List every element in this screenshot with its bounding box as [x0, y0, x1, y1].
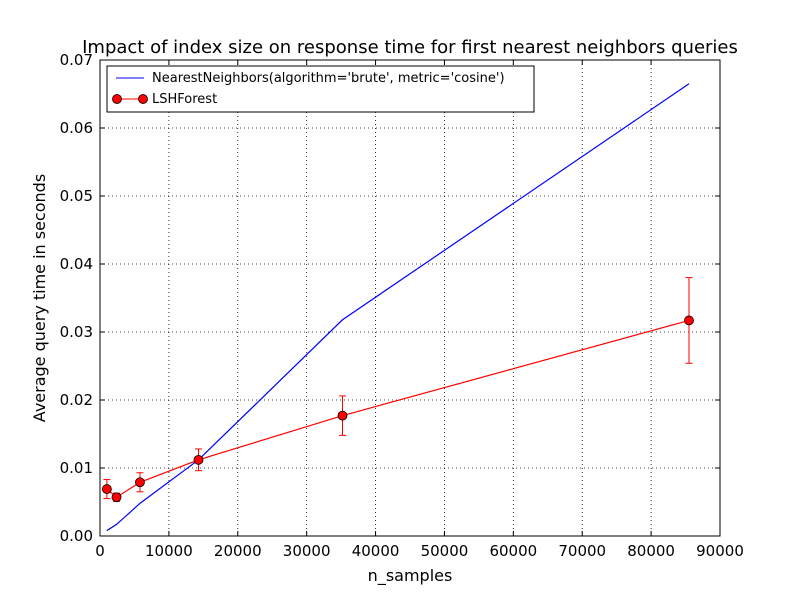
- legend: NearestNeighbors(algorithm='brute', metr…: [106, 65, 535, 113]
- x-tick-label: 0: [95, 542, 105, 560]
- data-point: [101, 484, 112, 494]
- data-point: [337, 410, 348, 421]
- x-tick-label: 40000: [352, 542, 400, 560]
- x-tick-label: 50000: [421, 542, 469, 560]
- x-tick-label: 60000: [489, 542, 537, 560]
- y-tick-label: 0.00: [60, 527, 93, 545]
- y-tick-label: 0.05: [60, 187, 93, 205]
- x-tick-label: 70000: [558, 542, 606, 560]
- ticks: 0 10000 20000 30000 40000 50000 60000 70000 8000…: [60, 51, 744, 560]
- y-axis-label: Average query time in seconds: [30, 174, 49, 422]
- legend-box: [106, 65, 535, 113]
- data-point: [135, 477, 145, 488]
- plot-frame: [99, 59, 721, 537]
- legend-brute-label: NearestNeighbors(algorithm='brute', metr…: [152, 71, 505, 86]
- data-point: [684, 315, 694, 326]
- x-tick-label: 90000: [696, 542, 744, 560]
- legend-lsh-marker-left: [112, 94, 122, 104]
- y-tick-label: 0.03: [60, 323, 93, 341]
- x-axis-label: n_samples: [368, 566, 453, 586]
- legend-lsh-marker-right: [138, 94, 148, 104]
- grid: [100, 60, 720, 536]
- data-point: [193, 454, 204, 465]
- chart-title: Impact of index size on response time fo…: [82, 37, 738, 58]
- y-tick-label: 0.07: [60, 51, 93, 69]
- y-tick-label: 0.06: [60, 119, 93, 137]
- x-tick-label: 30000: [283, 542, 331, 560]
- x-tick-label: 10000: [145, 542, 193, 560]
- series-layer: [101, 83, 694, 532]
- series-line-0: [106, 83, 690, 532]
- y-tick-label: 0.02: [60, 391, 93, 409]
- x-tick-label: 80000: [627, 542, 675, 560]
- y-tick-label: 0.01: [60, 459, 93, 477]
- y-tick-label: 0.04: [60, 255, 93, 273]
- x-tick-label: 20000: [214, 542, 262, 560]
- data-point: [111, 492, 122, 503]
- legend-lsh-label: LSHForest: [152, 92, 217, 107]
